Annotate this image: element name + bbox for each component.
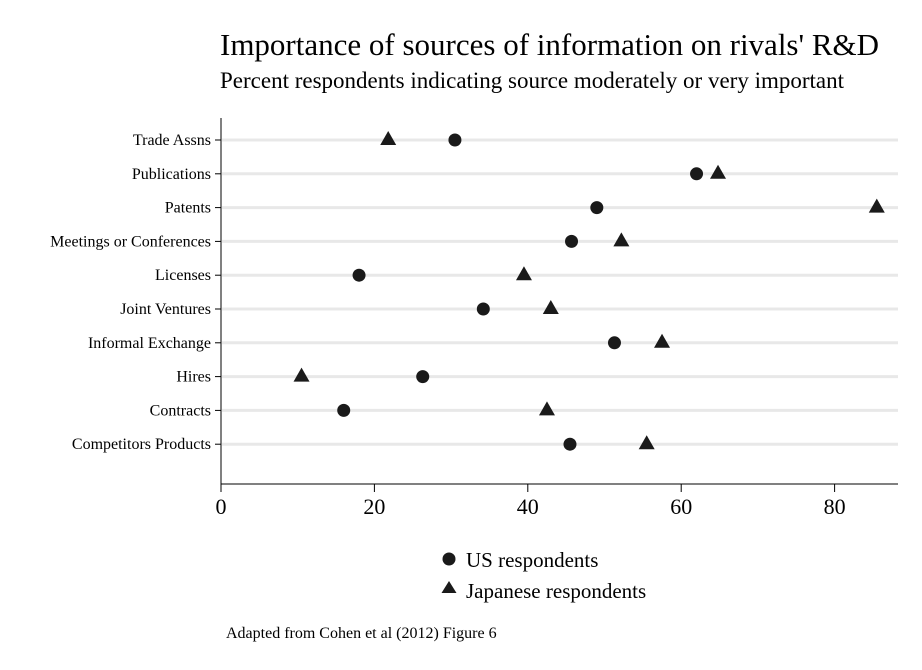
category-label: Trade Assns	[133, 132, 211, 149]
legend-label-us: US respondents	[466, 548, 598, 572]
us-point	[563, 438, 576, 451]
category-label: Joint Ventures	[120, 301, 211, 318]
category-label: Competitors Products	[72, 436, 211, 453]
japan-point	[869, 199, 885, 213]
japan-point	[516, 266, 532, 280]
us-point	[565, 235, 578, 248]
legend-label-japan: Japanese respondents	[466, 579, 646, 603]
category-label: Hires	[176, 369, 211, 386]
us-point	[690, 167, 703, 180]
chart-title: Importance of sources of information on …	[220, 27, 879, 62]
japan-point	[543, 300, 559, 314]
category-labels: Trade Assns Publications Patents Meetings o…	[50, 132, 221, 453]
japan-point	[613, 232, 629, 246]
us-point	[337, 404, 350, 417]
category-label: Patents	[165, 200, 211, 217]
japan-point	[654, 334, 670, 348]
japan-point	[380, 131, 396, 145]
japan-point	[710, 165, 726, 179]
category-label: Licenses	[155, 267, 211, 284]
source-note: Adapted from Cohen et al (2012) Figure 6	[226, 625, 497, 642]
x-tick-label: 80	[824, 494, 846, 519]
grid-lines	[222, 140, 898, 444]
japan-point	[294, 368, 310, 382]
us-point	[353, 269, 366, 282]
legend: US respondents Japanese respondents	[442, 548, 647, 603]
category-label: Meetings or Conferences	[50, 233, 211, 250]
japan-point	[639, 435, 655, 449]
x-tick-label: 20	[363, 494, 385, 519]
us-point	[416, 370, 429, 383]
legend-triangle-marker	[442, 581, 457, 593]
legend-circle-marker	[443, 553, 456, 566]
x-axis: 0 20 40 60 80	[216, 118, 899, 519]
japan-point	[539, 401, 555, 415]
data-points	[294, 131, 885, 451]
us-point	[608, 336, 621, 349]
category-label: Contracts	[150, 402, 211, 419]
us-point	[477, 303, 490, 316]
x-tick-label: 40	[517, 494, 539, 519]
chart-subtitle: Percent respondents indicating source mo…	[220, 68, 845, 93]
category-label: Informal Exchange	[88, 335, 211, 352]
x-tick-label: 0	[216, 494, 227, 519]
us-point	[448, 134, 461, 147]
us-point	[590, 201, 603, 214]
x-tick-label: 60	[670, 494, 692, 519]
category-label: Publications	[132, 166, 211, 183]
